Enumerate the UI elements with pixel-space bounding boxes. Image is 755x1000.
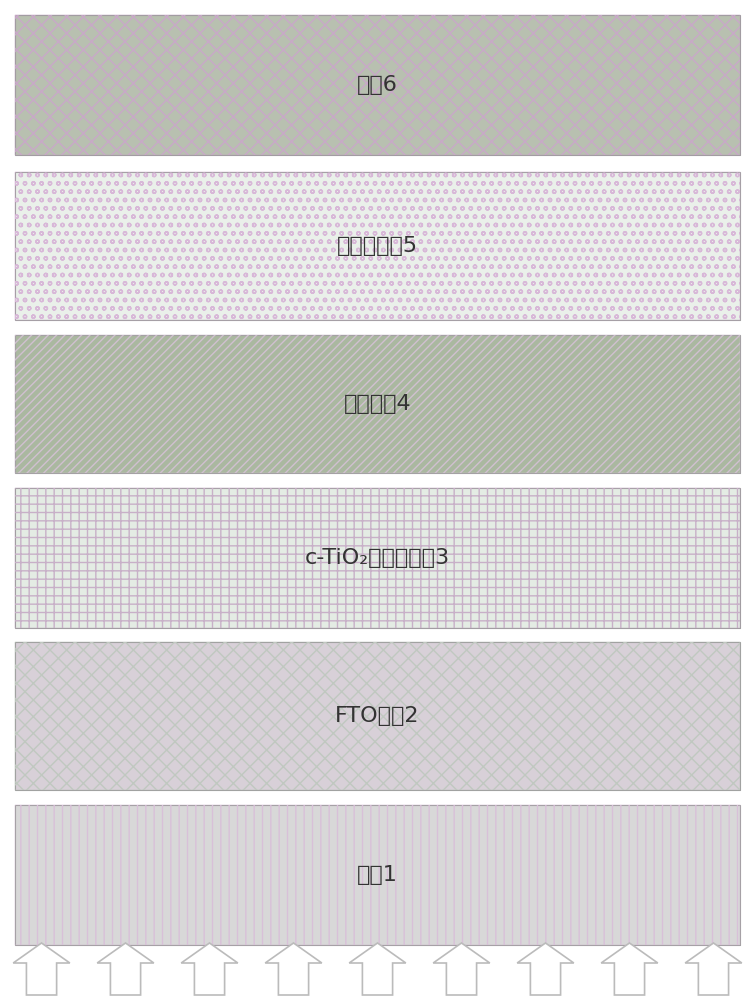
Bar — [15, 172, 740, 320]
Polygon shape — [181, 943, 238, 995]
Bar — [15, 805, 740, 945]
Polygon shape — [517, 943, 574, 995]
Bar — [15, 335, 740, 473]
Bar — [15, 15, 740, 155]
Polygon shape — [349, 943, 406, 995]
Polygon shape — [433, 943, 490, 995]
Bar — [15, 642, 740, 790]
Polygon shape — [686, 943, 741, 995]
Bar — [15, 805, 740, 945]
Text: c-TiO₂电子输运其3: c-TiO₂电子输运其3 — [305, 548, 450, 568]
Bar — [15, 488, 740, 628]
Text: 阳朗6: 阳朗6 — [357, 75, 398, 95]
Text: 空穴输运其5: 空穴输运其5 — [337, 236, 418, 256]
Text: FTO阴朗2: FTO阴朗2 — [335, 706, 420, 726]
Bar — [15, 335, 740, 473]
Bar — [15, 15, 740, 155]
Polygon shape — [97, 943, 154, 995]
Bar — [15, 172, 740, 320]
Polygon shape — [14, 943, 70, 995]
Polygon shape — [601, 943, 658, 995]
Text: 衬兰1: 衬兰1 — [357, 865, 398, 885]
Text: 光活性关4: 光活性关4 — [344, 394, 411, 414]
Bar — [15, 488, 740, 628]
Polygon shape — [265, 943, 322, 995]
Bar — [15, 642, 740, 790]
